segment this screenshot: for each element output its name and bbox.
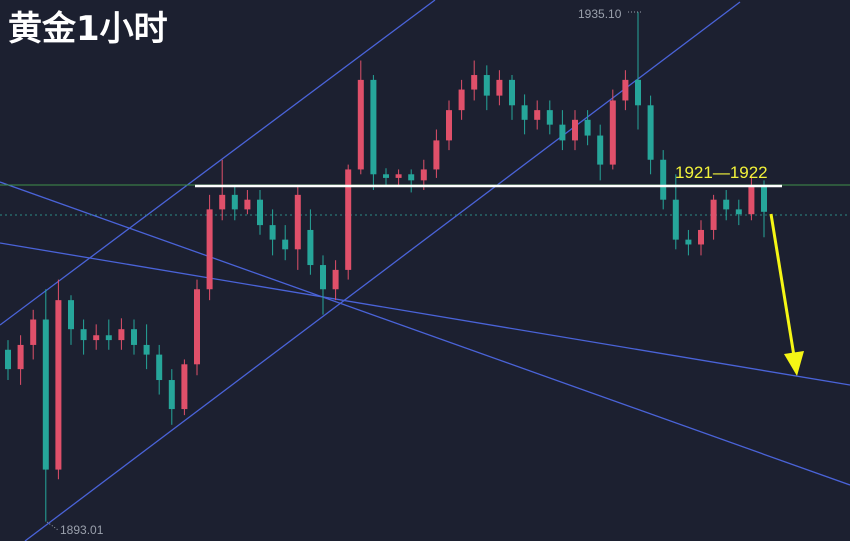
candle-body [685,239,692,245]
candle-body [622,79,629,101]
candle-body [521,105,528,120]
candle-body [710,199,717,230]
candle-body [408,174,415,181]
candle-body [446,110,452,141]
candle-body [231,194,238,210]
candle-body [660,159,667,200]
candle-body [93,335,100,341]
candle-body [370,79,377,175]
trend-line [0,181,850,486]
candle-body [131,329,137,345]
candle-body [143,344,150,355]
candle-body [383,174,389,178]
candle-body [609,100,616,165]
candle-body [80,329,87,341]
trend-line [0,0,436,326]
candle-body [698,229,704,245]
candle-body [572,119,578,141]
level-label: 1921—1922 [675,163,768,182]
candle-body [42,319,49,470]
candle-body [471,75,478,90]
chart-title: 黄金1小时 [8,9,168,49]
candle-body [496,79,503,96]
trend-line [0,242,850,386]
trend-line [24,1,741,541]
candle-body [181,364,188,410]
candle-body [68,300,74,330]
candle-body [723,199,730,210]
low-label: 1893.01 [60,523,104,537]
candle-body [244,199,251,210]
candle-body [635,79,641,106]
candle-body [420,169,427,181]
candle-body [219,194,226,210]
candle-body [761,185,767,212]
arrow-head [784,351,804,376]
candle-body [105,335,112,341]
candle-body [458,89,465,111]
candle-body [55,300,62,470]
candle-body [534,110,541,120]
candle-body [307,229,314,266]
candle-body [483,75,490,96]
candle-body [168,380,175,410]
candle-body [17,344,24,370]
candle-body [206,209,213,290]
arrow-shaft [769,213,796,357]
candle-body [345,169,352,270]
candle-body [584,119,591,136]
candle-body [735,209,742,215]
candle-body [294,194,301,250]
candle-body [546,110,553,125]
candle-body [320,265,326,290]
candle-body [5,349,11,370]
candle-body [395,174,402,178]
candle-body [357,79,364,170]
low-marker [46,521,59,531]
candle-body [748,185,755,215]
candle-body [332,269,339,290]
candle-body [559,124,566,141]
candle-body [597,135,604,165]
candle-body [282,239,289,250]
candle-body [118,329,125,341]
candle-body [194,289,200,365]
candle-body [672,199,679,240]
candle-body [433,140,440,170]
high-label: 1935.10 [578,7,622,21]
candle-body [269,225,276,240]
candle-body [647,105,654,160]
candle-body [257,199,263,226]
candle-body [30,319,37,345]
candle-body [509,79,515,106]
candle-body [156,354,163,381]
